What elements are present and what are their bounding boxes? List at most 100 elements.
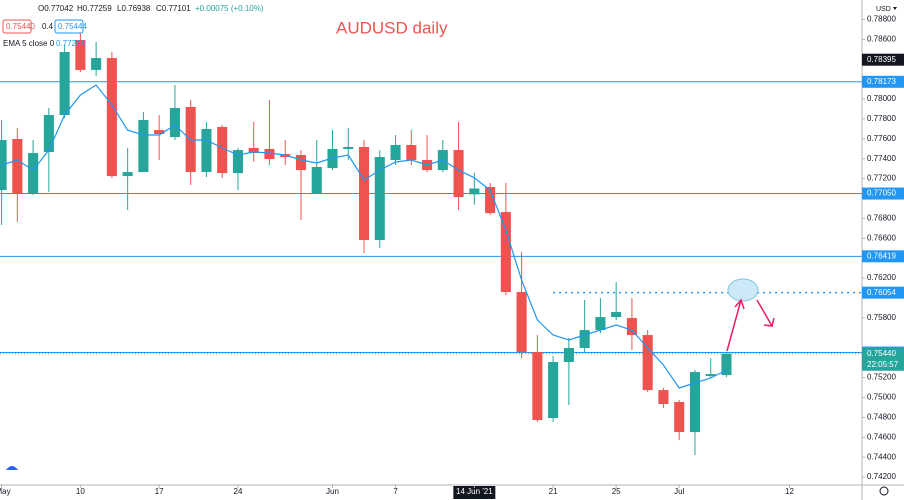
marker-price-bg [862, 53, 904, 66]
logo[interactable] [6, 466, 18, 470]
candle-body [358, 146, 370, 241]
candle-body [232, 150, 243, 174]
level-label: 0.78173 [867, 77, 896, 86]
y-tick-label: 0.76200 [867, 273, 896, 282]
y-tick-label: 0.74400 [867, 452, 896, 461]
chart-title: AUDUSD daily [336, 18, 448, 37]
bid-price[interactable]: 0.75440 [6, 22, 35, 31]
candle-body [548, 362, 559, 419]
candle-body [217, 126, 228, 174]
candle-body [453, 150, 464, 198]
spread: 0.4 [42, 22, 54, 31]
last-price-bg [862, 347, 904, 371]
candle-body [532, 352, 543, 421]
ask-price[interactable]: 0.75444 [58, 22, 87, 31]
level-label-bg [862, 75, 904, 88]
last-price-label: 0.75440 [867, 349, 896, 358]
y-tick-label: 0.78000 [867, 94, 896, 103]
y-tick-label: 0.75000 [867, 393, 896, 402]
candle-body [563, 347, 574, 363]
y-tick-label: 0.74800 [867, 413, 896, 422]
candle-body [91, 58, 102, 70]
x-tick-label: 10 [76, 487, 85, 496]
y-tick-label: 0.76800 [867, 214, 896, 223]
x-tick-label: 14 Jun '21 [456, 487, 493, 496]
candle-body [705, 374, 716, 377]
x-tick-highlight [453, 486, 496, 499]
candle-body [106, 58, 117, 177]
plot-area [0, 27, 862, 456]
highlight-ellipse [727, 278, 759, 302]
x-tick-label: 25 [612, 487, 621, 496]
candle-body [611, 312, 622, 318]
candle-body [658, 390, 669, 405]
y-tick-label: 0.78600 [867, 34, 896, 43]
y-tick-label: 0.77600 [867, 134, 896, 143]
candle-body [579, 330, 590, 348]
candle-body [343, 146, 354, 149]
x-tick-label: 7 [393, 487, 398, 496]
ask-box[interactable] [54, 19, 84, 34]
currency[interactable]: USD [876, 6, 891, 13]
x-tick-label: 21 [549, 487, 558, 496]
y-tick-label: 0.76600 [867, 233, 896, 242]
candle-body [122, 172, 133, 177]
x-tick-label: 12 [785, 487, 794, 496]
level-label-bg [862, 250, 904, 263]
candle-body [374, 157, 385, 241]
header-high: H0.77259 [77, 4, 112, 13]
candle-body [28, 153, 39, 194]
ema-legend: EMA 5 close 0 [3, 39, 55, 48]
candle-body [295, 155, 307, 171]
y-tick-label: 0.75200 [867, 373, 896, 382]
candle-body [138, 120, 149, 173]
candle-body [721, 353, 732, 376]
level-label-bg [862, 187, 904, 200]
candle-body [485, 186, 496, 214]
y-tick-label: 0.74200 [867, 472, 896, 481]
countdown: 22:05:57 [867, 360, 899, 369]
candle-body [626, 318, 637, 336]
dotted-level-label: 0.76054 [867, 288, 896, 297]
candle-body [59, 52, 70, 116]
x-tick-label: 24 [234, 487, 243, 496]
y-tick-label: 0.74600 [867, 432, 896, 441]
candle-body [595, 317, 606, 331]
x-tick-label: Jul [674, 487, 684, 496]
bid-box[interactable] [2, 19, 32, 34]
level-label: 0.77050 [867, 189, 896, 198]
x-tick-label: May [0, 487, 11, 496]
candle-body [154, 130, 165, 135]
candle-body [390, 144, 401, 161]
y-tick-label: 0.77200 [867, 174, 896, 183]
x-tick-label: Jun [326, 487, 339, 496]
candle-body [169, 107, 180, 138]
header-open: O0.77042 [38, 4, 74, 13]
candle-body [311, 166, 322, 194]
candle-body [248, 147, 259, 154]
ema-legend-value: 0.77208 [56, 39, 85, 48]
currency-caret[interactable] [893, 7, 897, 10]
candle-body [12, 139, 23, 194]
x-tick-label: 17 [155, 487, 164, 496]
candle-body [689, 372, 701, 433]
candle-body [264, 148, 275, 160]
candle-body [500, 212, 511, 293]
candle-body [469, 188, 480, 195]
y-tick-label: 0.75800 [867, 313, 896, 322]
header-close: C0.77101 [156, 4, 191, 13]
settings-icon[interactable] [879, 486, 889, 496]
marker-price-label: 0.78395 [867, 55, 896, 64]
arrow-up [726, 298, 745, 352]
candle-body [406, 144, 417, 161]
arrow-down [756, 299, 775, 327]
ema-line [1, 84, 727, 389]
y-tick-label: 0.77400 [867, 154, 896, 163]
candle-body [674, 402, 685, 433]
candle-body [43, 115, 54, 153]
y-tick-label: 0.78800 [867, 15, 896, 24]
level-label: 0.76419 [867, 251, 896, 260]
candle-body [516, 292, 527, 353]
